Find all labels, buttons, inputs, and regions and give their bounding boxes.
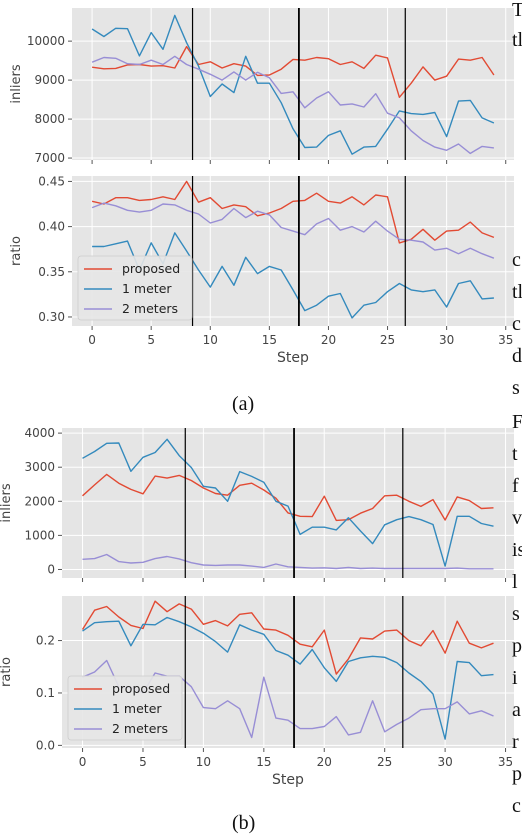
panel-a-ratio-ytick-label-1: 0.35	[38, 265, 65, 279]
caption-a: (a)	[232, 393, 255, 415]
side-text-fragment: p	[512, 635, 522, 657]
side-text-fragment: f	[512, 475, 519, 497]
side-text-fragment: c	[512, 249, 521, 271]
side-text-fragment: is	[512, 539, 522, 561]
panel-a-inliers-ylabel: inliers	[9, 64, 24, 103]
side-text-fragment: T	[512, 0, 522, 21]
panel-b-ratio-legend-box	[67, 675, 183, 741]
panel-a-inliers-series-line-1-meter	[91, 14, 495, 155]
panel-a-ratio-legend-label-2: 2 meters	[122, 301, 178, 316]
panel-a-inliers-ytick-label-1: 8000	[34, 112, 65, 126]
side-text-fragment: c	[512, 313, 521, 335]
side-text-fragment: c	[512, 795, 521, 817]
caption-b: (b)	[232, 812, 256, 834]
panel-a-ratio-xtick-label-2: 10	[203, 333, 218, 347]
panel-a-inliers-ytick-label-2: 9000	[34, 73, 65, 87]
panel-b-ratio-ytick-label-0: 0.0	[36, 738, 55, 752]
side-text-fragment: r	[512, 731, 519, 753]
side-text-fragment: p	[512, 763, 522, 785]
panel-a-ratio-ytick-label-3: 0.45	[38, 174, 65, 188]
panel-a-ratio-xtick-label-0: 0	[88, 333, 96, 347]
panel-a-ratio-legend-label-1: 1 meter	[122, 281, 172, 296]
panel-b-ratio-xtick-label-7: 35	[498, 755, 513, 769]
panel-a-ratio-legend-box	[77, 255, 193, 321]
panel-b-ratio-xlabel: Step	[272, 772, 304, 788]
panel-a-ratio-series-line-proposed	[91, 180, 495, 244]
panel-a-ratio-legend-label-0: proposed	[122, 261, 180, 276]
panel-b-ratio-series-line-proposed	[81, 600, 494, 675]
panel-b-ratio-ylabel: ratio	[0, 657, 14, 687]
panel-a-ratio-xtick-label-7: 35	[498, 333, 513, 347]
panel-b-inliers-ylabel: inliers	[0, 483, 14, 522]
panel-a-ratio-xtick-label-1: 5	[147, 333, 155, 347]
panel-b-ratio-xtick-label-2: 10	[196, 755, 211, 769]
panel-b-inliers-ytick-label-4: 4000	[24, 426, 55, 440]
panel-b-inliers-series-line-proposed	[82, 473, 494, 522]
panel-a-inliers-ytick-label-3: 10000	[27, 34, 65, 48]
side-text-fragment: a	[512, 699, 521, 721]
panel-a-ratio-ytick-label-2: 0.40	[38, 220, 65, 234]
side-text-fragment: tl	[512, 29, 522, 51]
panel-b-ratio-xtick-label-3: 15	[256, 755, 271, 769]
side-text-fragment: F	[512, 411, 522, 433]
panel-b-ratio-legend-label-1: 1 meter	[112, 701, 162, 716]
panel-b-ratio-ytick-label-2: 0.2	[36, 634, 55, 648]
panel-b-ratio-xtick-label-6: 30	[437, 755, 452, 769]
panel-b-ratio-legend-label-2: 2 meters	[112, 721, 168, 736]
panel-b-ratio-xtick-label-0: 0	[79, 755, 87, 769]
side-text-fragment: d	[512, 345, 522, 367]
panel-b-inliers-ytick-label-1: 1000	[24, 528, 55, 542]
panel-a-ratio-xtick-label-3: 15	[262, 333, 277, 347]
panel-b-inliers-series-line-2-meters	[82, 553, 494, 570]
panel-b-ratio-xtick-label-4: 20	[317, 755, 332, 769]
side-text-fragment: t	[512, 443, 518, 465]
panel-a-ratio-ytick-label-0: 0.30	[38, 310, 65, 324]
panel-a-ratio-xtick-label-6: 30	[439, 333, 454, 347]
panel-b-ratio-xtick-label-1: 5	[139, 755, 147, 769]
side-text-fragment: s	[512, 377, 520, 399]
side-text-fragment: i	[512, 667, 518, 689]
panel-b-inliers-series-line-1-meter	[82, 438, 494, 567]
side-text-fragment: s	[512, 603, 520, 625]
panel-b-ratio-legend-label-0: proposed	[112, 681, 170, 696]
side-text-fragment: v	[512, 507, 522, 529]
panel-a-ratio-ylabel: ratio	[9, 236, 24, 266]
panel-a-ratio-xtick-label-5: 25	[380, 333, 395, 347]
panel-b-inliers-ytick-label-0: 0	[47, 562, 55, 576]
side-text-fragment: l	[512, 571, 518, 593]
panel-a-ratio-xtick-label-4: 20	[321, 333, 336, 347]
panel-b-ratio-ytick-label-1: 0.1	[36, 686, 55, 700]
panel-a-inliers-plot-area	[72, 8, 514, 160]
panel-a-ratio-xlabel: Step	[277, 350, 309, 366]
panel-b-inliers-ytick-label-3: 3000	[24, 460, 55, 474]
panel-a-inliers-series-line-2-meters	[91, 55, 494, 155]
panel-a-ratio-series-line-2-meters	[91, 202, 495, 259]
panel-b-inliers-ytick-label-2: 2000	[24, 494, 55, 508]
panel-b-inliers-plot-area	[62, 428, 514, 578]
panel-a-inliers-ytick-label-0: 7000	[34, 151, 65, 165]
panel-b-ratio-xtick-label-5: 25	[377, 755, 392, 769]
side-text-fragment: tl	[512, 281, 522, 303]
panel-b-ratio-series-line-1-meter	[82, 616, 494, 740]
panel-a-inliers-series-line-proposed	[92, 45, 495, 99]
